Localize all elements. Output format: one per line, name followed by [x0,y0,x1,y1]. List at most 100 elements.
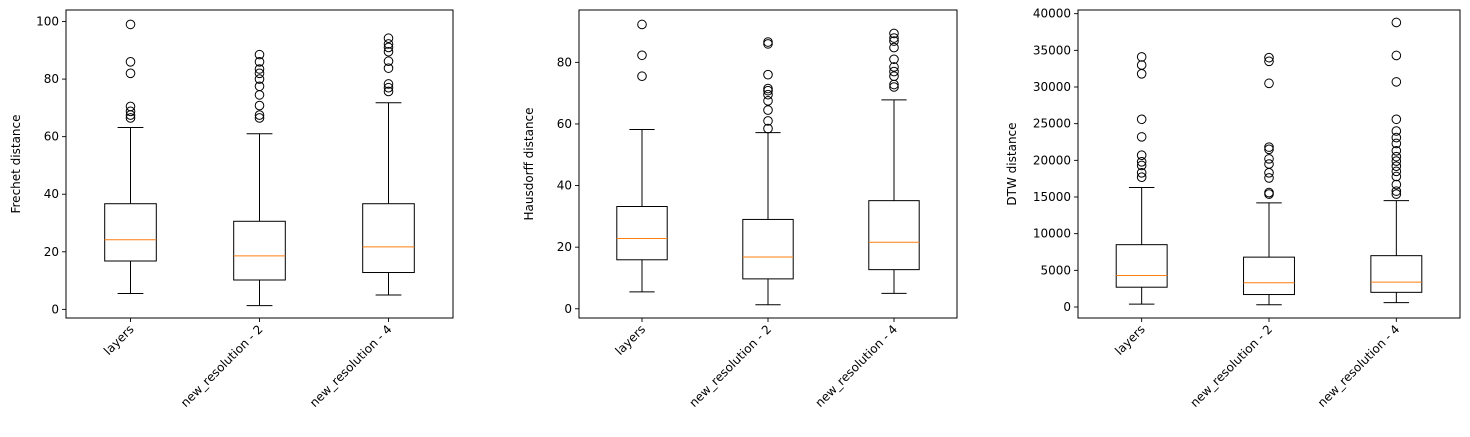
outlier-point [1264,52,1274,63]
outlier-point [1264,159,1274,169]
y-tick-label: 20 [44,245,59,259]
outlier-point [1391,132,1402,143]
outlier-point [889,33,899,43]
outlier-point [125,106,136,117]
outlier-point [763,116,773,126]
box-3 [1370,17,1423,304]
outlier-point [254,57,265,67]
outlier-point [125,57,136,67]
outlier-point [383,33,394,44]
y-tick-label: 30000 [1033,80,1071,94]
outlier-point [763,39,773,49]
outlier-point [254,64,265,74]
y-axis-label: Hausdorff distance [522,107,536,220]
outlier-point [383,86,394,97]
y-tick-label: 20000 [1033,153,1071,167]
iqr-box [616,206,668,261]
outlier-point [254,68,265,79]
outlier-point [1264,173,1274,183]
outlier-point [1136,52,1147,62]
outlier-point [763,37,773,47]
outlier-point [254,74,265,84]
y-tick-label: 10000 [1033,227,1071,241]
box-1 [1115,52,1168,305]
y-tick-label: 35000 [1033,43,1071,57]
outlier-point [1136,168,1147,178]
outlier-point [889,54,899,65]
outlier-point [763,69,773,80]
outlier-point [763,85,773,96]
outlier-point [125,68,136,79]
outlier-point [889,28,899,39]
outlier-point [1136,157,1147,167]
iqr-box [104,203,157,262]
outlier-point [1391,77,1402,87]
box-1 [616,19,668,293]
y-tick-label: 40 [557,179,572,193]
outlier-point [1264,142,1274,152]
outlier-point [1136,114,1147,125]
y-tick-label: 40 [44,187,59,201]
outlier-point [763,105,773,115]
outlier-point [1136,172,1147,182]
outlier-point [1264,154,1274,164]
subplot-1: 0 20 40 60 80 100 layers new_resolution - 2 new_… [9,9,454,410]
y-tick-label: 0 [564,302,572,316]
box-3 [362,33,415,296]
x-tick-label: new_resolution - 2 [686,322,774,410]
outlier-point [1136,150,1147,160]
outlier-point [1264,187,1274,198]
y-tick-label: 20 [557,240,572,254]
outlier-point [1391,146,1402,156]
outlier-point [1264,144,1274,155]
axes-frame [1077,9,1461,319]
outlier-point [889,42,899,53]
y-tick-label: 0 [1063,300,1071,314]
outlier-point [1136,132,1147,142]
y-tick-label: 5000 [1040,263,1071,277]
iqr-box [362,203,415,274]
y-tick-label: 0 [51,302,59,316]
outlier-point [1264,78,1274,89]
x-tick-label: layers [613,322,649,358]
outlier-point [1136,69,1147,79]
y-tick-label: 40000 [1033,7,1071,21]
outlier-point [125,19,136,30]
outlier-point [125,113,136,123]
x-tick-label: layers [101,322,137,358]
iqr-box [1243,256,1295,296]
outlier-point [637,19,647,30]
outlier-point [1391,171,1402,182]
outlier-point [1391,186,1402,196]
iqr-box [1370,255,1423,293]
axes-frame [578,9,958,319]
subplot-2: 0 20 40 60 80 layers new_resolution - 2 new_res… [522,9,958,410]
x-tick-label: new_resolution - 2 [178,322,266,410]
outlier-point [125,101,136,112]
outlier-point [1264,168,1274,178]
iqr-box [233,220,286,281]
outlier-point [383,46,394,57]
y-axis-label: Frechet distance [9,114,23,213]
box-3 [868,28,920,294]
x-tick-label: new_resolution - 4 [307,322,395,410]
iqr-box [1115,244,1168,288]
y-tick-label: 60 [557,117,572,131]
outlier-point [383,63,394,73]
outlier-point [763,83,773,94]
outlier-point [889,36,899,46]
outlier-point [763,123,773,134]
outlier-point [383,42,394,53]
outlier-point [254,49,265,60]
box-2 [233,49,286,307]
y-tick-label: 60 [44,130,59,144]
iqr-box [868,200,920,271]
y-tick-label: 25000 [1033,117,1071,131]
outlier-point [254,113,265,123]
x-tick-label: new_resolution - 4 [1315,322,1403,410]
outlier-point [889,66,899,77]
x-tick-label: new_resolution - 2 [1187,322,1275,410]
y-tick-label: 80 [557,55,572,69]
outlier-point [1391,161,1402,171]
